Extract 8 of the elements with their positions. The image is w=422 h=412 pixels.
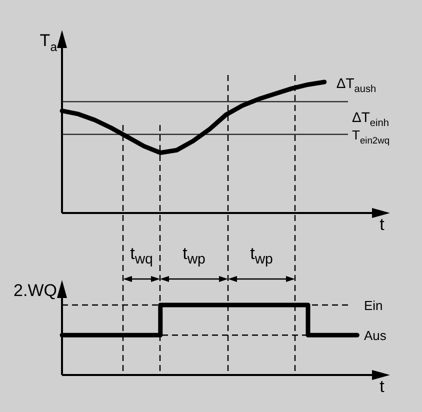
text: t$_{wp}$ xyxy=(182,244,206,270)
ref-line-label: Ein xyxy=(364,298,383,313)
text: t$_{wq}$ xyxy=(129,244,154,270)
y-axis-title: 2.WQ xyxy=(14,281,58,300)
x-axis-title: t xyxy=(380,377,385,396)
x-axis-title: t xyxy=(380,215,385,234)
text: t$_{wp}$ xyxy=(249,244,274,270)
ref-line-label: Aus xyxy=(364,328,387,344)
